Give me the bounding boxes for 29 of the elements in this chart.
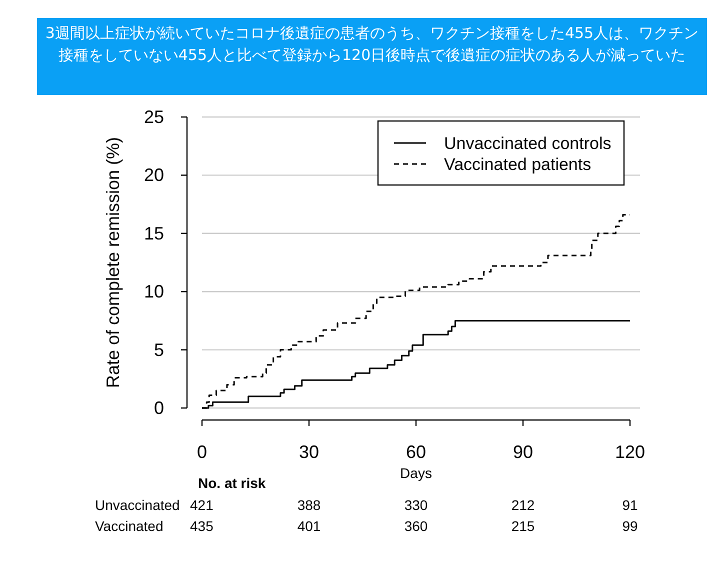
y-axis-title: Rate of complete remission (%): [103, 136, 123, 388]
text: 401: [297, 518, 321, 534]
x-tick-label: 60: [406, 442, 426, 462]
y-tick-label: 20: [144, 165, 164, 186]
text: Vaccinated: [95, 518, 164, 534]
text: 99: [622, 518, 638, 534]
text: 330: [404, 497, 428, 513]
x-tick-label: 120: [614, 442, 646, 462]
text: 215: [511, 518, 535, 534]
text: No. at risk: [198, 475, 266, 491]
text: 91: [622, 497, 638, 513]
y-tick-label: 10: [144, 282, 164, 302]
chart-title: 3週間以上症状が続いていたコロナ後遺症の患者のうち、ワクチン接種をした455人は、ワクチン接種をしていない455人と比べて登録から120日後時点で後遺症の症状のある人が減っていた: [37, 18, 707, 95]
text: 421: [190, 497, 214, 513]
y-tick-label: 0: [154, 398, 164, 418]
y-tick-label: 25: [144, 107, 164, 127]
text: 435: [190, 518, 214, 534]
y-tick-label: 5: [154, 340, 164, 360]
text: 360: [404, 518, 428, 534]
text: Unvaccinated: [95, 497, 180, 513]
x-axis-title: Days: [400, 465, 432, 481]
x-tick-label: 30: [298, 442, 320, 462]
text: 388: [297, 497, 321, 513]
legend-label: Vaccinated patients: [444, 155, 592, 174]
y-tick-label: 15: [144, 223, 164, 244]
legend-label: Unvaccinated controls: [444, 134, 612, 153]
x-tick-label: 90: [512, 442, 534, 462]
text: 212: [511, 497, 535, 513]
x-tick-label: 0: [196, 442, 208, 462]
